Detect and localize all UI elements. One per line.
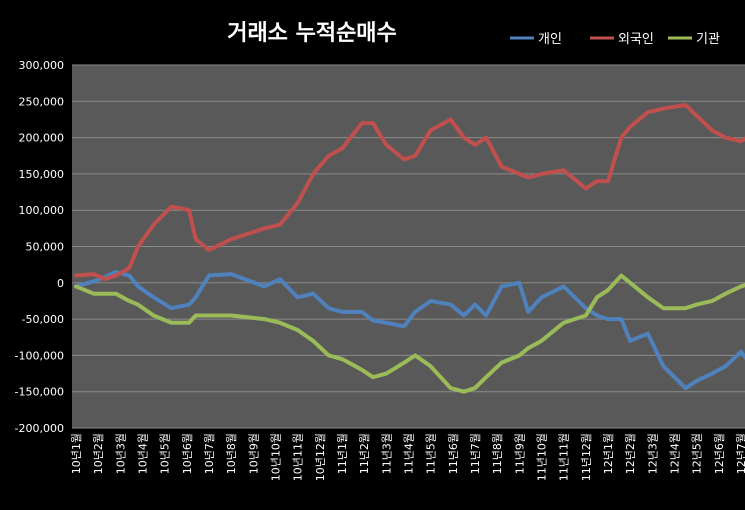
y-tick-label: -150,000 — [15, 386, 64, 399]
x-tick-label: 11년6월 — [447, 433, 460, 474]
x-tick-label: 11년10월 — [536, 433, 549, 481]
x-tick-label: 11년12월 — [580, 433, 593, 481]
legend-label: 외국인 — [618, 32, 654, 47]
x-tick-label: 10년8월 — [225, 433, 238, 474]
x-tick-label: 11년2월 — [358, 433, 371, 474]
y-tick-label: -200,000 — [15, 422, 64, 435]
x-tick-label: 10년3월 — [114, 433, 127, 474]
x-tick-label: 12년2월 — [624, 433, 637, 474]
x-tick-label: 11년3월 — [380, 433, 393, 474]
legend-label: 기관 — [696, 32, 720, 47]
legend-label: 개인 — [538, 32, 562, 47]
x-tick-label: 12년1월 — [602, 433, 615, 474]
x-tick-label: 12년5월 — [691, 433, 704, 474]
y-tick-label: -100,000 — [15, 349, 64, 362]
series-line — [74, 102, 745, 282]
series-line — [74, 269, 745, 391]
legend: 개인 외국인 기관 — [510, 32, 720, 47]
x-tick-label: 11년1월 — [336, 433, 349, 474]
x-tick-label: 12년3월 — [646, 433, 659, 474]
y-tick-label: -50,000 — [22, 313, 64, 326]
legend-item: 개인 — [510, 32, 562, 47]
series-line — [74, 273, 745, 394]
x-tick-label: 11년4월 — [403, 433, 416, 474]
y-tick-label: 100,000 — [19, 204, 65, 217]
series-layer — [74, 102, 745, 394]
x-tick-label: 12년6월 — [713, 433, 726, 474]
x-tick-label: 10년9월 — [247, 433, 260, 474]
y-tick-label: 250,000 — [19, 95, 65, 108]
legend-item: 외국인 — [590, 32, 654, 47]
y-tick-label: 200,000 — [19, 132, 65, 145]
y-tick-label: 0 — [57, 277, 64, 290]
x-tick-label: 11년8월 — [491, 433, 504, 474]
x-tick-label: 11년11월 — [558, 433, 571, 481]
x-tick-label: 10년1월 — [70, 433, 83, 474]
x-tick-label: 12년4월 — [669, 433, 682, 474]
x-tick-label: 10년4월 — [137, 433, 150, 474]
x-tick-label: 10년10월 — [270, 433, 283, 481]
x-tick-label: 11년7월 — [469, 433, 482, 474]
y-axis: 300,000 250,000 200,000 150,000 100,000 50,00… — [15, 59, 64, 435]
x-tick-label: 10년6월 — [181, 433, 194, 474]
chart-title: 거래소 누적순매수 — [227, 21, 397, 46]
x-tick-label: 11년9월 — [513, 433, 526, 474]
x-tick-label: 10년5월 — [159, 433, 172, 474]
x-tick-label: 10년2월 — [92, 433, 105, 474]
y-tick-label: 300,000 — [19, 59, 65, 72]
x-axis: 10년1월 10년2월 10년3월 10년4월 10년5월 10년6월 10년7월 10년8월… — [70, 433, 745, 481]
x-tick-label: 10년11월 — [292, 433, 305, 481]
x-tick-label: 10년7월 — [203, 433, 216, 474]
legend-item: 기관 — [668, 32, 720, 47]
x-tick-label: 12년7월 — [735, 433, 745, 474]
x-tick-label: 11년5월 — [425, 433, 438, 474]
y-tick-label: 50,000 — [26, 241, 65, 254]
x-tick-label: 10년12월 — [314, 433, 327, 481]
y-tick-label: 150,000 — [19, 168, 65, 181]
